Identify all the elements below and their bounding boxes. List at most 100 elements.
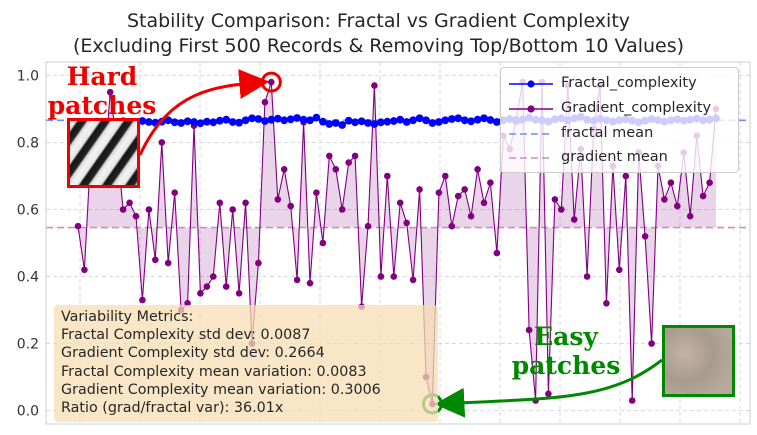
data-point xyxy=(570,216,578,223)
data-point xyxy=(583,273,591,280)
data-point xyxy=(216,199,224,207)
data-point xyxy=(261,98,269,106)
hard-patch-thumbnail xyxy=(67,118,140,188)
data-point xyxy=(525,326,533,334)
data-point xyxy=(409,276,417,284)
data-point xyxy=(661,196,668,203)
legend-label: Fractal_complexity xyxy=(561,75,697,91)
data-point xyxy=(364,222,372,230)
data-point xyxy=(603,300,610,307)
data-point xyxy=(190,118,198,126)
data-point xyxy=(164,259,172,267)
axes: 0.0 0.2 0.4 0.6 0.8 1.0 xyxy=(17,61,751,425)
data-point xyxy=(299,115,308,124)
data-point xyxy=(480,199,488,207)
data-point xyxy=(164,116,173,125)
data-point xyxy=(448,222,456,230)
data-point xyxy=(287,202,295,210)
data-point xyxy=(126,199,133,207)
data-point xyxy=(390,273,398,280)
data-point xyxy=(454,192,462,200)
data-point xyxy=(338,121,347,129)
data-point xyxy=(81,266,88,274)
data-point xyxy=(435,189,443,196)
legend-item-fractal-mean: fractal mean xyxy=(501,122,738,146)
data-point xyxy=(139,296,146,304)
data-point xyxy=(351,118,359,127)
data-point xyxy=(706,179,713,186)
data-point xyxy=(493,118,501,126)
data-point xyxy=(306,279,314,287)
data-point xyxy=(203,283,211,290)
data-point xyxy=(616,266,623,274)
data-point xyxy=(209,118,218,127)
data-point xyxy=(377,118,385,127)
legend-item-fractal: Fractal_complexity xyxy=(501,72,738,96)
legend-label: fractal mean xyxy=(561,125,654,141)
chart-title: Stability Comparison: Fractal vs Gradien… xyxy=(126,10,631,32)
data-point xyxy=(396,199,404,207)
legend-item-gradient-mean: gradient mean xyxy=(501,146,738,170)
data-point xyxy=(235,118,244,127)
data-point xyxy=(261,117,269,125)
data-point xyxy=(403,219,411,227)
data-point xyxy=(377,273,385,280)
data-point xyxy=(74,222,82,230)
data-point xyxy=(384,172,391,180)
data-point xyxy=(138,117,147,125)
data-point xyxy=(267,115,276,124)
data-point xyxy=(280,166,288,173)
data-point xyxy=(461,186,469,193)
variability-metrics-box: Variability Metrics: Fractal Complexity … xyxy=(54,305,438,422)
data-point xyxy=(628,397,636,404)
plot-frame xyxy=(45,61,751,425)
data-point xyxy=(145,118,153,126)
data-point xyxy=(357,117,366,126)
data-point xyxy=(493,249,501,257)
hard-patch-highlight xyxy=(260,71,282,93)
data-point xyxy=(558,206,565,213)
data-point xyxy=(241,116,250,125)
data-point xyxy=(409,116,417,125)
y-tick-label: 0.6 xyxy=(17,202,39,218)
data-point xyxy=(460,116,469,125)
variability-line: Ratio (grad/fractal var): 36.01x xyxy=(61,400,284,417)
data-point xyxy=(286,115,295,124)
data-point xyxy=(454,114,463,123)
data-point xyxy=(422,116,430,125)
data-point xyxy=(229,206,236,213)
easy-patches-label: Easy patches xyxy=(508,322,624,380)
data-point xyxy=(686,212,694,220)
data-point xyxy=(345,159,353,166)
data-point xyxy=(306,116,314,125)
data-point xyxy=(313,189,320,196)
data-point xyxy=(280,116,289,125)
data-point xyxy=(648,340,655,347)
data-point xyxy=(293,276,301,284)
easy-label-line1: Easy xyxy=(534,322,598,351)
chart-subtitle: (Excluding First 500 Records & Removing … xyxy=(72,35,685,57)
data-point xyxy=(389,117,398,125)
data-point xyxy=(274,196,282,203)
y-tick-label: 1.0 xyxy=(17,68,39,84)
data-point xyxy=(545,390,552,398)
y-tick-label: 0.2 xyxy=(17,337,39,353)
data-point xyxy=(370,120,379,128)
data-point xyxy=(177,119,186,127)
easy-patch-thumbnail xyxy=(662,325,735,397)
data-point xyxy=(196,119,205,128)
data-point xyxy=(487,179,494,186)
data-point xyxy=(351,152,359,160)
data-point xyxy=(551,196,559,203)
data-point xyxy=(248,114,256,123)
data-point xyxy=(152,256,159,264)
data-point xyxy=(442,172,449,180)
data-point xyxy=(106,88,114,96)
data-point xyxy=(371,82,378,89)
data-point xyxy=(383,117,392,126)
data-point xyxy=(242,199,249,207)
easy-patch-arrow xyxy=(434,358,663,418)
data-point xyxy=(641,233,649,240)
data-point xyxy=(293,114,301,122)
data-point xyxy=(183,117,192,126)
